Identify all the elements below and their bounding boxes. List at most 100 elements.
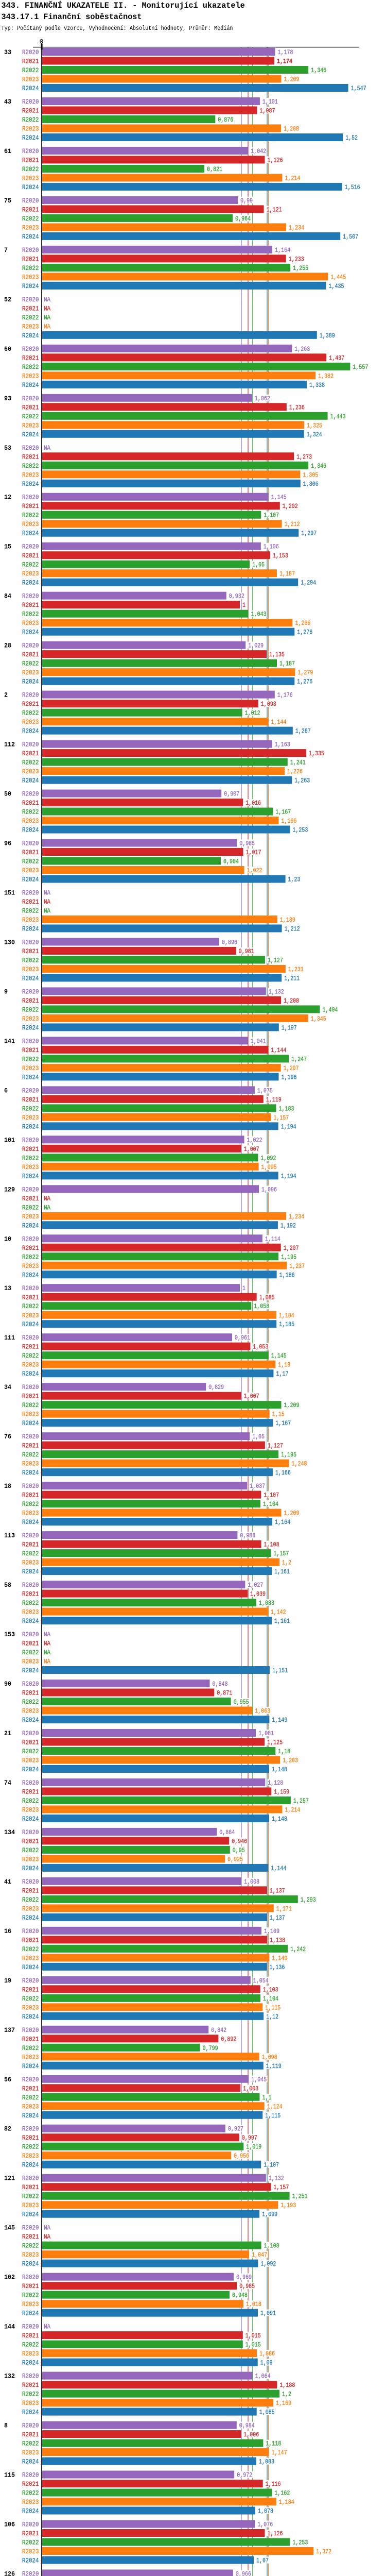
svg-text:21: 21 xyxy=(4,1730,11,1737)
svg-text:1,054: 1,054 xyxy=(253,1977,269,1985)
svg-text:R2024: R2024 xyxy=(22,1914,39,1922)
svg-text:R2020: R2020 xyxy=(22,1927,39,1935)
svg-text:R2022: R2022 xyxy=(22,660,39,668)
svg-text:1,212: 1,212 xyxy=(285,520,300,528)
svg-text:1,118: 1,118 xyxy=(266,2440,281,2448)
svg-text:R2021: R2021 xyxy=(22,453,39,461)
svg-text:1,185: 1,185 xyxy=(279,1320,294,1328)
svg-text:R2024: R2024 xyxy=(22,480,39,488)
svg-text:R2023: R2023 xyxy=(22,1707,39,1715)
svg-text:1,188: 1,188 xyxy=(279,2381,295,2389)
svg-text:8: 8 xyxy=(4,2422,8,2430)
svg-text:R2022: R2022 xyxy=(22,611,39,618)
svg-text:R2020: R2020 xyxy=(22,147,39,155)
svg-text:1,091: 1,091 xyxy=(260,2310,276,2317)
svg-text:R2024: R2024 xyxy=(22,530,39,537)
svg-text:0,99: 0,99 xyxy=(240,197,253,205)
svg-text:13: 13 xyxy=(4,1284,11,1292)
svg-text:1,176: 1,176 xyxy=(277,691,293,699)
svg-text:1,149: 1,149 xyxy=(272,1954,287,1962)
svg-text:52: 52 xyxy=(4,296,11,303)
svg-text:R2022: R2022 xyxy=(22,1055,39,1063)
svg-text:61: 61 xyxy=(4,147,11,155)
svg-text:R2022: R2022 xyxy=(22,1995,39,2003)
svg-text:1,263: 1,263 xyxy=(294,345,310,353)
svg-text:1,012: 1,012 xyxy=(245,709,260,717)
svg-text:R2024: R2024 xyxy=(22,579,39,587)
svg-text:R2020: R2020 xyxy=(22,98,39,106)
svg-text:R2023: R2023 xyxy=(22,372,39,380)
svg-text:R2023: R2023 xyxy=(22,1559,39,1567)
svg-text:R2021: R2021 xyxy=(22,1689,39,1697)
svg-text:R2023: R2023 xyxy=(22,1658,39,1666)
svg-text:1,128: 1,128 xyxy=(268,1779,283,1787)
svg-text:1,18: 1,18 xyxy=(278,1361,290,1369)
svg-text:28: 28 xyxy=(4,642,11,650)
svg-text:1,106: 1,106 xyxy=(264,543,279,551)
svg-text:343.17.1 Finanční soběstačnost: 343.17.1 Finanční soběstačnost xyxy=(2,12,142,22)
svg-text:1,226: 1,226 xyxy=(287,768,303,775)
svg-text:R2021: R2021 xyxy=(22,58,39,65)
svg-text:R2023: R2023 xyxy=(22,1312,39,1319)
svg-text:R2020: R2020 xyxy=(22,2125,39,2133)
svg-text:R2024: R2024 xyxy=(22,1073,39,1081)
svg-text:R2021: R2021 xyxy=(22,1343,39,1351)
svg-text:R2021: R2021 xyxy=(22,2134,39,2142)
svg-text:1,306: 1,306 xyxy=(303,480,319,488)
svg-text:1: 1 xyxy=(242,601,245,609)
svg-text:R2024: R2024 xyxy=(22,2557,39,2565)
svg-text:R2023: R2023 xyxy=(22,2152,39,2160)
svg-text:1,557: 1,557 xyxy=(353,363,368,371)
svg-text:R2022: R2022 xyxy=(22,462,39,470)
svg-text:60: 60 xyxy=(4,345,11,353)
svg-text:R2024: R2024 xyxy=(22,1617,39,1625)
svg-text:0,969: 0,969 xyxy=(236,2274,252,2281)
svg-text:1,174: 1,174 xyxy=(277,58,292,65)
svg-text:0,876: 0,876 xyxy=(218,116,233,124)
svg-text:R2022: R2022 xyxy=(22,759,39,767)
svg-text:1,159: 1,159 xyxy=(274,1788,289,1795)
svg-text:1,435: 1,435 xyxy=(329,282,344,290)
svg-text:1,197: 1,197 xyxy=(282,1024,297,1031)
svg-text:1,093: 1,093 xyxy=(261,700,276,708)
svg-text:R2020: R2020 xyxy=(22,345,39,353)
svg-text:R2024: R2024 xyxy=(22,2260,39,2268)
svg-text:R2024: R2024 xyxy=(22,233,39,241)
svg-text:0,892: 0,892 xyxy=(221,2035,236,2043)
svg-text:1,107: 1,107 xyxy=(264,512,279,519)
svg-text:R2024: R2024 xyxy=(22,1024,39,1031)
svg-text:R2022: R2022 xyxy=(22,1550,39,1557)
svg-text:1,05: 1,05 xyxy=(252,561,265,569)
svg-text:1,063: 1,063 xyxy=(255,1707,270,1715)
svg-text:R2024: R2024 xyxy=(22,2211,39,2218)
svg-text:1,516: 1,516 xyxy=(345,183,360,191)
svg-text:1,144: 1,144 xyxy=(271,1046,286,1054)
svg-text:84: 84 xyxy=(4,592,11,600)
svg-text:1,099: 1,099 xyxy=(262,2211,277,2218)
svg-text:1,404: 1,404 xyxy=(323,1006,338,1013)
svg-text:R2024: R2024 xyxy=(22,876,39,884)
svg-text:R2021: R2021 xyxy=(22,2084,39,2092)
svg-text:1,087: 1,087 xyxy=(260,107,275,115)
svg-text:1,183: 1,183 xyxy=(279,1105,294,1112)
svg-text:1,242: 1,242 xyxy=(290,1945,306,1953)
svg-text:1,346: 1,346 xyxy=(311,462,326,470)
svg-text:1,064: 1,064 xyxy=(255,2372,271,2380)
svg-text:1,007: 1,007 xyxy=(244,1145,259,1153)
svg-text:R2021: R2021 xyxy=(22,898,39,906)
svg-text:1,279: 1,279 xyxy=(297,669,313,676)
svg-text:0,904: 0,904 xyxy=(223,858,239,866)
svg-text:NA: NA xyxy=(44,2224,50,2232)
svg-text:1,006: 1,006 xyxy=(243,2431,259,2438)
svg-text:NA: NA xyxy=(44,1640,50,1648)
svg-text:9: 9 xyxy=(4,988,8,995)
svg-text:1,003: 1,003 xyxy=(243,2084,258,2092)
svg-text:R2021: R2021 xyxy=(22,1442,39,1450)
svg-text:1,119: 1,119 xyxy=(266,1096,282,1104)
svg-text:R2020: R2020 xyxy=(22,1334,39,1342)
svg-text:R2021: R2021 xyxy=(22,799,39,807)
svg-text:R2024: R2024 xyxy=(22,1172,39,1180)
svg-text:1,23: 1,23 xyxy=(288,876,301,884)
svg-text:R2020: R2020 xyxy=(22,1482,39,1490)
svg-text:0,927: 0,927 xyxy=(228,2125,243,2133)
